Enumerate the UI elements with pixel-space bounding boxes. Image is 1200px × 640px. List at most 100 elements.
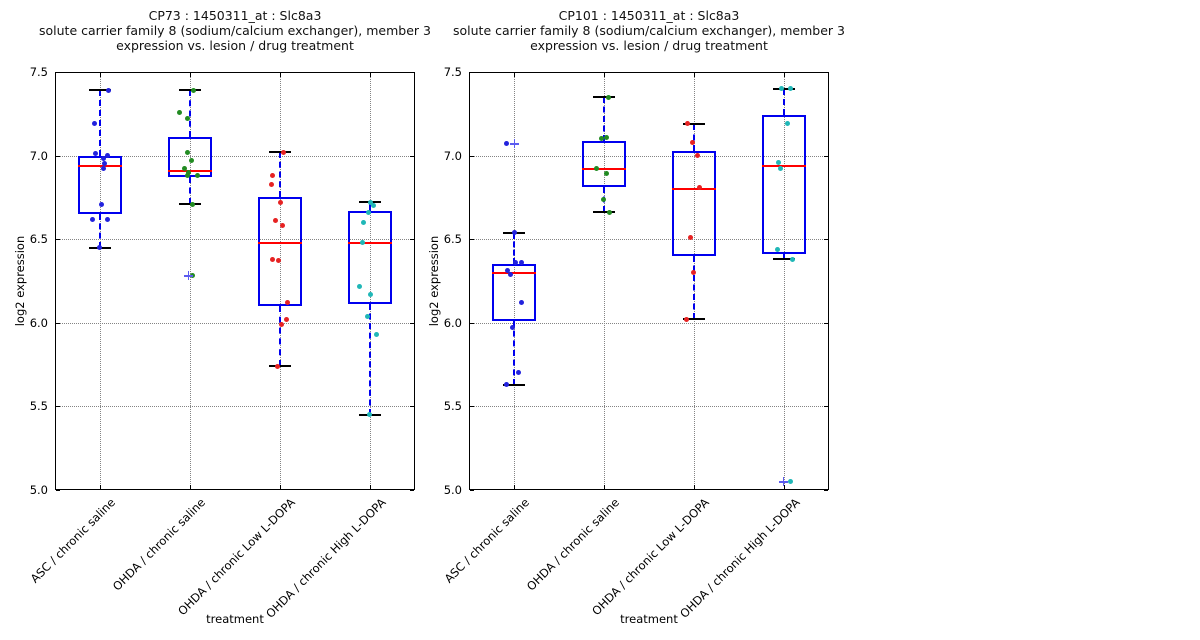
data-point <box>104 153 110 159</box>
data-point <box>100 156 106 162</box>
data-point <box>360 219 366 225</box>
y-tick-label: 6.0 <box>443 315 462 330</box>
y-tick <box>824 490 828 491</box>
whisker-upper <box>513 232 515 265</box>
data-point <box>687 235 693 241</box>
y-tick <box>56 322 60 324</box>
data-point <box>515 370 521 376</box>
median-line <box>492 271 536 274</box>
x-tick <box>370 485 371 489</box>
y-tick-label: 6.0 <box>29 315 48 330</box>
data-point <box>787 86 793 92</box>
data-point <box>190 87 196 93</box>
box <box>78 155 122 215</box>
data-point <box>278 321 284 327</box>
gridline-v <box>280 72 281 490</box>
whisker-cap-top <box>683 122 705 125</box>
y-tick <box>410 239 414 241</box>
data-point <box>684 121 690 127</box>
gridline-h <box>55 155 415 157</box>
y-tick-label: 6.5 <box>443 232 462 247</box>
gridline-h <box>55 239 415 241</box>
data-point <box>603 171 609 177</box>
whisker-cap-bottom <box>773 258 795 261</box>
data-point <box>274 363 280 369</box>
whisker-cap-bottom <box>503 383 525 386</box>
data-point <box>92 151 98 157</box>
data-point <box>593 166 599 172</box>
data-point <box>775 159 781 165</box>
data-point <box>518 300 524 306</box>
data-point <box>365 209 371 215</box>
data-point <box>105 87 111 93</box>
median-line <box>78 164 122 167</box>
data-point <box>184 173 190 179</box>
y-tick <box>470 490 474 491</box>
y-tick <box>470 155 474 157</box>
data-point <box>509 325 515 331</box>
whisker-cap-top <box>179 89 201 92</box>
data-point <box>784 121 790 127</box>
data-point <box>269 173 275 179</box>
x-tick <box>694 485 695 489</box>
data-point <box>696 184 702 190</box>
y-tick-label: 5.0 <box>443 483 462 497</box>
data-point <box>269 256 275 262</box>
data-point <box>512 260 518 266</box>
data-point <box>370 203 376 209</box>
data-point <box>364 313 370 319</box>
x-tick <box>784 485 785 489</box>
median-line <box>348 241 392 244</box>
x-tick <box>604 485 605 489</box>
whisker-lower <box>279 306 281 367</box>
median-line <box>672 188 716 191</box>
whisker-upper <box>99 90 101 156</box>
axes-frame <box>55 72 415 490</box>
whisker-lower <box>369 304 371 415</box>
gridline-h <box>469 322 829 324</box>
whisker-cap-top <box>269 151 291 154</box>
median-line <box>258 241 302 244</box>
plot2-x-axis-label: treatment <box>620 612 678 626</box>
y-tick <box>824 406 828 408</box>
plot2-title-line1: CP101 : 1450311_at : Slc8a3 <box>558 8 740 23</box>
whisker-upper <box>189 90 191 138</box>
x-tick <box>100 485 101 489</box>
data-point <box>181 166 187 172</box>
y-tick <box>824 322 828 324</box>
y-tick-label: 7.0 <box>29 148 48 163</box>
data-point <box>91 121 97 127</box>
whisker-cap-top <box>593 96 615 99</box>
flier-marker <box>509 138 520 149</box>
x-tick-label: ASC / chronic saline <box>27 495 119 586</box>
data-point <box>373 332 379 337</box>
y-tick <box>470 239 474 241</box>
data-point <box>694 153 700 159</box>
flier-marker <box>778 476 789 487</box>
data-point <box>100 166 106 172</box>
data-point <box>789 256 795 262</box>
data-point <box>185 169 191 175</box>
data-point <box>606 209 612 215</box>
whisker-lower <box>99 214 101 248</box>
y-tick <box>410 406 414 408</box>
x-tick <box>514 485 515 489</box>
data-point <box>787 479 793 485</box>
y-tick <box>410 322 414 324</box>
whisker-cap-bottom <box>269 365 291 368</box>
x-tick <box>370 73 371 77</box>
x-tick-label: OHDA / chronic saline <box>524 495 623 594</box>
y-tick <box>410 490 414 491</box>
data-point <box>603 134 609 140</box>
gridline-h <box>55 406 415 408</box>
data-point <box>359 240 365 246</box>
data-point <box>356 283 362 289</box>
y-tick-label: 6.5 <box>29 232 48 247</box>
box <box>348 210 392 305</box>
y-tick-label: 7.5 <box>443 65 462 79</box>
x-tick <box>694 73 695 77</box>
plot1-y-axis-label: log2 expression <box>13 235 27 327</box>
x-tick <box>280 73 281 77</box>
